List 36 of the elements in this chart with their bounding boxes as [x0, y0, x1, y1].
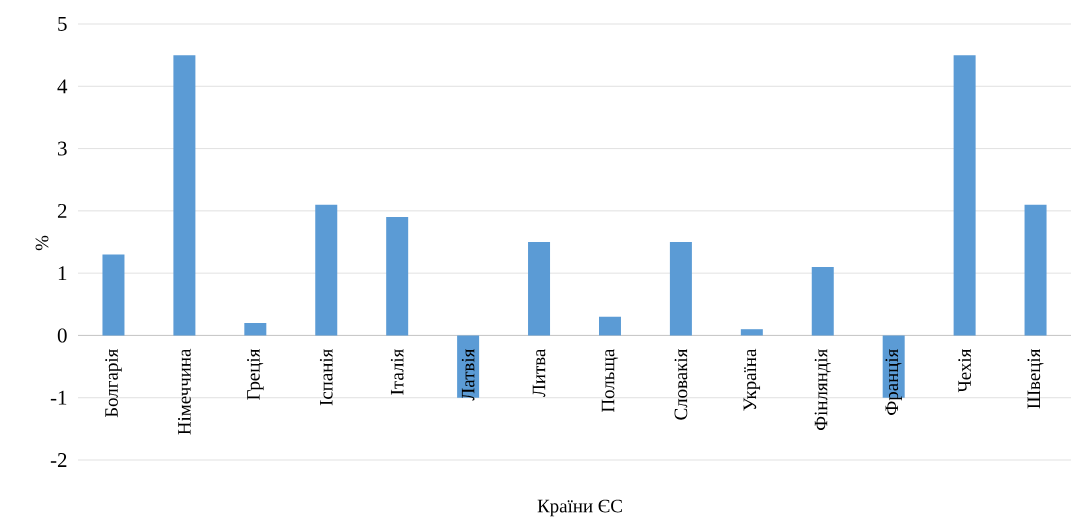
y-tick-label: 5 [58, 17, 67, 31]
x-tick-label: Литва [532, 348, 546, 397]
x-tick-label: Болгарія [105, 348, 122, 418]
bar [528, 242, 551, 336]
x-tick-label: Франція [885, 348, 902, 415]
x-tick-label: Латвія [461, 348, 475, 401]
bar [102, 254, 125, 336]
bar [740, 329, 763, 336]
y-tick-label: -2 [50, 453, 67, 467]
x-tick-label: Італія [390, 348, 404, 395]
x-tick-label: Словакія [674, 348, 688, 420]
x-tick-label: Україна [743, 348, 761, 411]
x-tick-label: Швеція [1027, 348, 1044, 409]
bar [669, 242, 692, 336]
bar [173, 55, 196, 336]
bar [386, 217, 409, 336]
bar [811, 266, 834, 336]
y-tick-label: 1 [58, 266, 67, 281]
x-tick-label: Чехія [958, 348, 971, 393]
bar [244, 322, 267, 336]
x-tick-label: Іспанія [319, 348, 333, 406]
x-tick-label: Німеччина [178, 348, 191, 435]
y-tick-label: -1 [50, 390, 67, 405]
x-axis-title: Країни ЄС [537, 499, 622, 517]
x-tick-label: Греція [247, 348, 264, 400]
bar [953, 55, 976, 336]
y-tick-label: 0 [57, 328, 67, 343]
bar [598, 316, 621, 336]
bar [315, 204, 338, 336]
bar [1024, 204, 1047, 336]
x-tick-label: Польща [601, 348, 619, 413]
y-tick-label: 3 [58, 141, 67, 156]
x-tick-label: Фінляндія [814, 348, 831, 431]
y-tick-label: 4 [57, 79, 68, 94]
y-axis-title: % [35, 235, 49, 251]
y-tick-label: 2 [57, 203, 67, 218]
